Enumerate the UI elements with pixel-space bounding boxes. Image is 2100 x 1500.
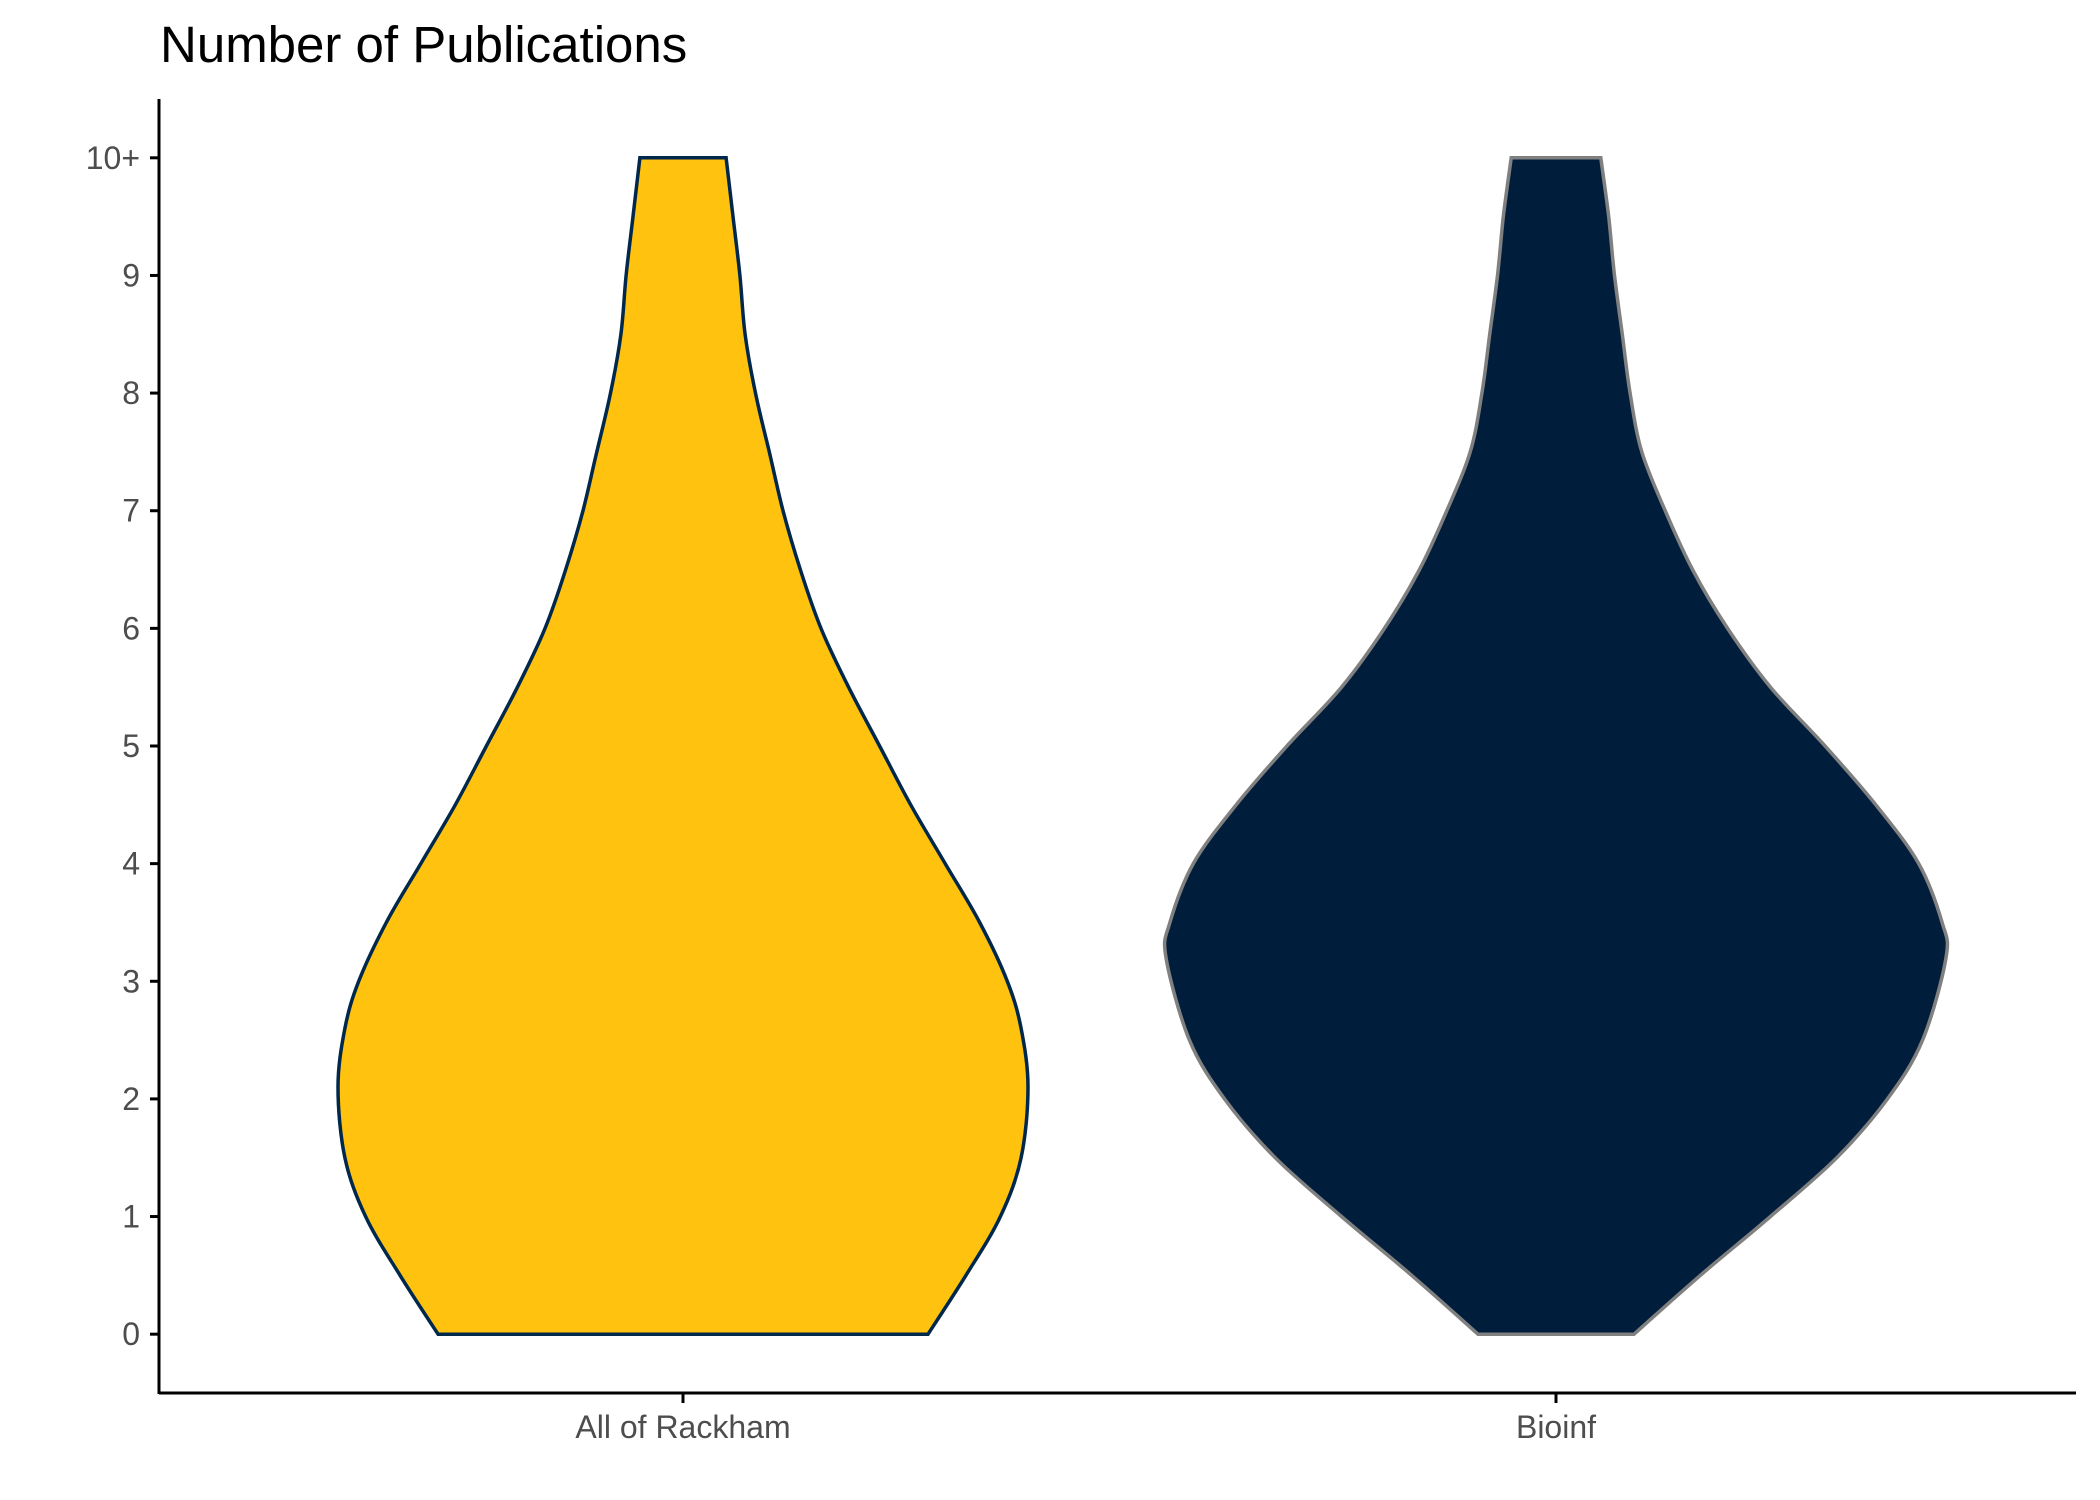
y-tick-label: 10+ xyxy=(86,140,140,176)
y-tick-label: 9 xyxy=(122,257,140,293)
y-tick-label: 7 xyxy=(122,493,140,529)
x-axis-ticks: All of Rackham Bioinf xyxy=(575,1393,1596,1445)
x-tick-label: Bioinf xyxy=(1516,1409,1596,1445)
y-tick-label: 8 xyxy=(122,375,140,411)
violin-all-of-rackham xyxy=(336,156,1030,1336)
y-tick-label: 2 xyxy=(122,1081,140,1117)
y-axis-ticks: 0 1 2 3 4 5 6 7 8 9 10+ xyxy=(86,140,159,1352)
y-tick-label: 6 xyxy=(122,610,140,646)
violin-bioinf xyxy=(1162,156,1950,1336)
y-tick-label: 3 xyxy=(122,963,140,999)
y-tick-label: 1 xyxy=(122,1199,140,1235)
violins xyxy=(336,156,1950,1336)
y-tick-label: 5 xyxy=(122,728,140,764)
y-tick-label: 0 xyxy=(122,1316,140,1352)
x-tick-label: All of Rackham xyxy=(575,1409,790,1445)
y-tick-label: 4 xyxy=(122,846,140,882)
chart-title: Number of Publications xyxy=(160,16,687,73)
